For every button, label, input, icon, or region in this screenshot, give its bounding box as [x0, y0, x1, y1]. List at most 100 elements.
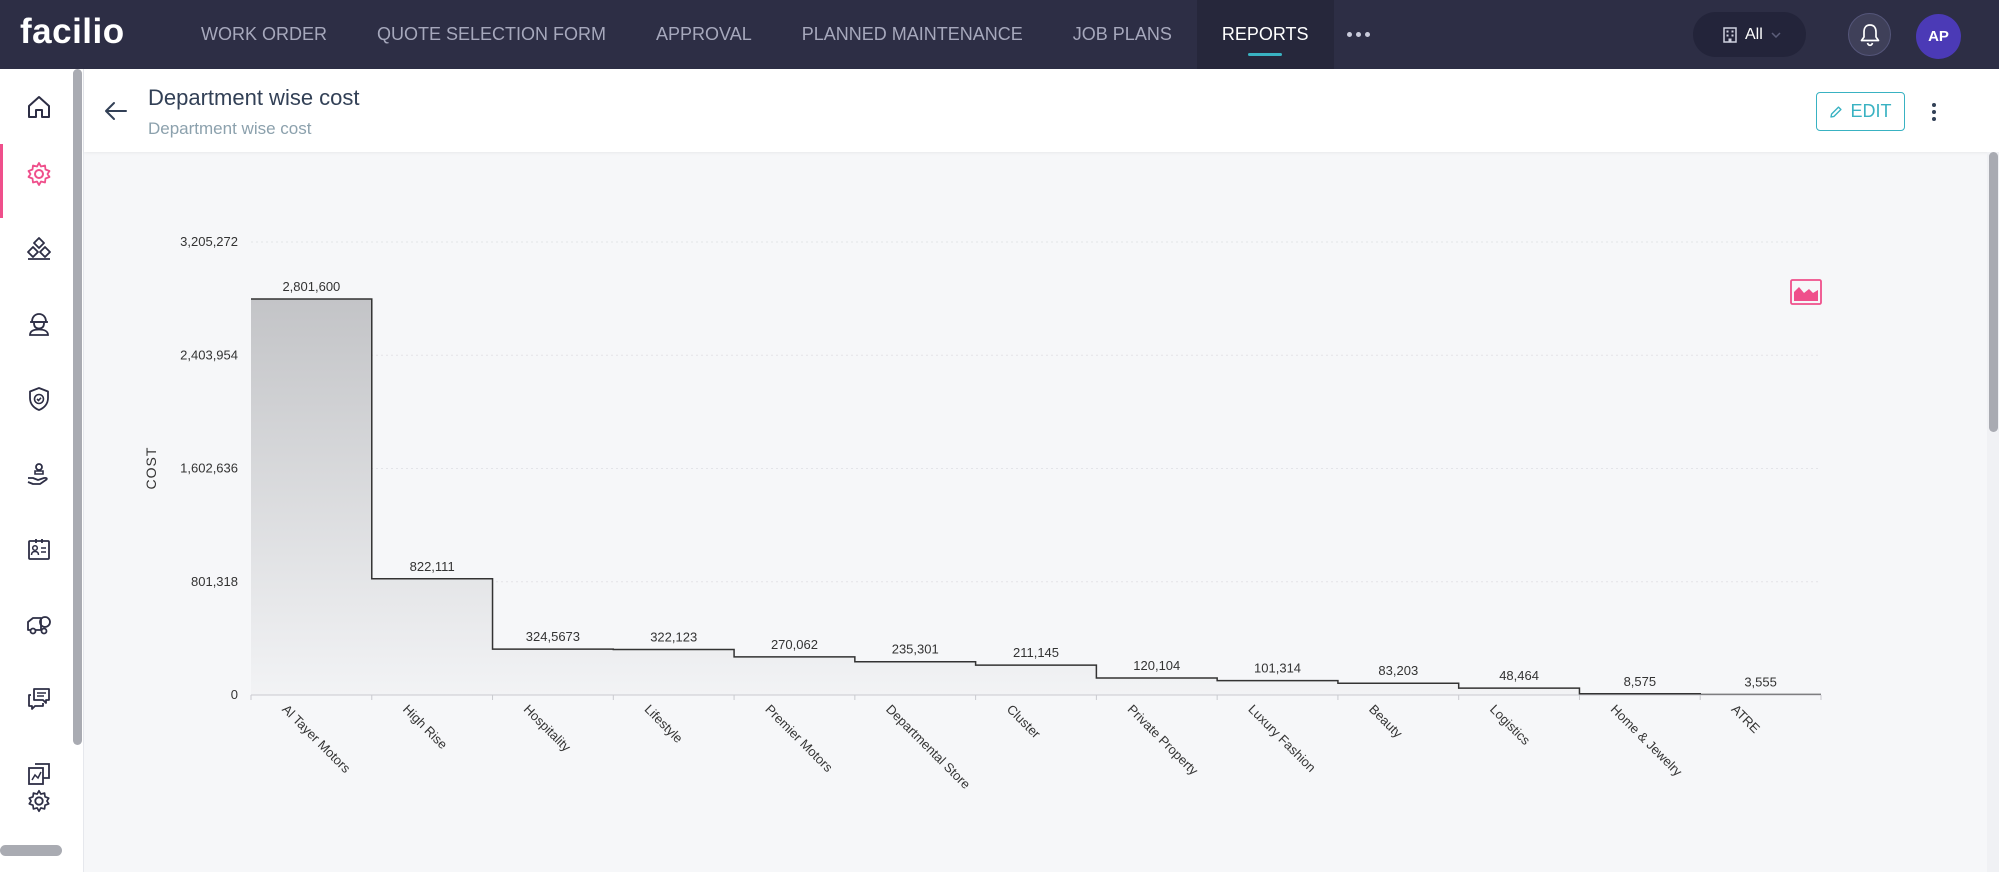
data-label: 83,203: [1378, 663, 1418, 678]
main-vertical-scrollbar[interactable]: [1987, 152, 1999, 872]
tab-reports[interactable]: REPORTS: [1196, 0, 1334, 69]
area-chart-icon: [1790, 279, 1822, 305]
site-filter-value: All: [1745, 25, 1763, 43]
data-point[interactable]: [251, 299, 372, 695]
settings-gear-icon: [28, 789, 50, 813]
vehicle-icon: [27, 616, 51, 635]
data-label: 120,104: [1133, 658, 1180, 673]
data-label: 101,314: [1254, 661, 1301, 676]
page-title: Department wise cost: [148, 85, 360, 110]
sidebar-item-services[interactable]: [0, 444, 78, 504]
x-tick-label: ATRE: [1728, 702, 1763, 737]
data-point[interactable]: [1459, 688, 1580, 695]
edit-button-label: EDIT: [1850, 101, 1892, 121]
contacts-card-icon: [28, 539, 50, 560]
data-point[interactable]: [372, 579, 493, 695]
data-point[interactable]: [855, 662, 976, 695]
x-tick-label: Private Property: [1125, 702, 1202, 779]
sidebar-item-contacts[interactable]: [0, 519, 78, 579]
data-point[interactable]: [734, 657, 855, 695]
assets-icon: [27, 237, 51, 260]
pencil-icon: [1830, 105, 1843, 118]
x-tick-label: Home & Jewelry: [1608, 702, 1686, 780]
service-hand-icon: [27, 463, 48, 485]
tab-planned-maintenance[interactable]: PLANNED MAINTENANCE: [801, 24, 1023, 44]
chart-step-line: [251, 298, 1821, 696]
data-point[interactable]: [1700, 694, 1821, 695]
data-label: 2,801,600: [282, 279, 340, 294]
y-tick-label: 801,318: [191, 574, 238, 589]
data-point[interactable]: [493, 649, 614, 695]
sidebar-vertical-scrollbar[interactable]: [73, 69, 82, 745]
notifications-button[interactable]: [1848, 13, 1891, 56]
sidebar-item-maintenance[interactable]: [0, 144, 78, 218]
tab-work-order[interactable]: WORK ORDER: [201, 24, 327, 44]
bell-icon: [1860, 23, 1879, 46]
sidebar-item-home[interactable]: [0, 77, 78, 137]
sidebar-item-assets[interactable]: [0, 219, 78, 279]
x-tick-label: Hospitality: [521, 702, 574, 755]
arrow-left-icon: [105, 102, 127, 120]
shield-check-icon: [29, 387, 49, 411]
top-navigation-bar: facilio WORK ORDER QUOTE SELECTION FORM …: [0, 0, 1999, 69]
chart-area-fill: [251, 299, 1821, 695]
reports-icon: [28, 763, 50, 785]
chart-type-toggle-button[interactable]: [1790, 279, 1824, 309]
data-point[interactable]: [1579, 694, 1700, 695]
technician-icon: [29, 313, 49, 336]
sidebar-item-fleet[interactable]: [0, 594, 78, 654]
data-label: 270,062: [771, 637, 818, 652]
more-options-icon[interactable]: [1924, 97, 1944, 127]
department-cost-chart: 0 801,318 1,602,636 2,403,954 3,205,272 COST A…: [143, 234, 1822, 792]
home-icon: [28, 96, 50, 118]
data-point[interactable]: [1338, 683, 1459, 695]
site-filter-dropdown[interactable]: All: [1693, 12, 1806, 57]
y-tick-label: 1,602,636: [180, 461, 238, 476]
data-point[interactable]: [1217, 681, 1338, 695]
ellipsis-icon[interactable]: [1334, 0, 1384, 69]
x-tick-label: Al Tayer Motors: [279, 702, 354, 777]
user-avatar[interactable]: AP: [1916, 14, 1961, 59]
data-label: 322,123: [650, 629, 697, 644]
left-sidebar: [0, 69, 84, 872]
y-tick-label: 2,403,954: [180, 347, 238, 362]
sidebar-item-technicians[interactable]: [0, 294, 78, 354]
sidebar-item-reports[interactable]: [0, 744, 78, 804]
data-point[interactable]: [1096, 678, 1217, 695]
y-axis-label: COST: [143, 447, 159, 490]
sidebar-item-messages[interactable]: [0, 669, 78, 729]
x-tick-label: Lifestyle: [642, 702, 686, 746]
data-label: 3,555: [1744, 674, 1777, 689]
data-point[interactable]: [976, 665, 1097, 695]
tab-approval[interactable]: APPROVAL: [656, 24, 752, 44]
x-tick-label: Beauty: [1366, 702, 1406, 742]
edit-button[interactable]: EDIT: [1816, 92, 1905, 131]
facilio-logo[interactable]: facilio: [20, 12, 125, 51]
data-label: 48,464: [1499, 668, 1539, 683]
y-tick-label: 0: [231, 687, 238, 702]
building-icon: [1723, 26, 1737, 43]
tab-quote-selection-form[interactable]: QUOTE SELECTION FORM: [377, 24, 607, 44]
data-label: 822,111: [410, 559, 455, 574]
chat-icon: [28, 688, 50, 710]
back-button[interactable]: [101, 96, 131, 126]
sidebar-horizontal-scrollbar[interactable]: [0, 845, 62, 856]
sidebar-item-settings[interactable]: [0, 776, 78, 826]
scrollbar-thumb[interactable]: [1989, 152, 1998, 432]
report-header: Department wise cost Department wise cos…: [84, 69, 1999, 152]
page-subtitle: Department wise cost: [148, 119, 312, 138]
x-tick-label: Cluster: [1004, 702, 1044, 742]
chevron-down-icon: [1771, 31, 1781, 38]
data-label: 235,301: [892, 642, 939, 657]
x-tick-label: Departmental Store: [883, 702, 973, 792]
data-label: 8,575: [1624, 674, 1657, 689]
sidebar-item-safety[interactable]: [0, 369, 78, 429]
x-tick-label: High Rise: [400, 702, 450, 752]
y-tick-label: 3,205,272: [180, 234, 238, 249]
data-label: 211,145: [1013, 645, 1059, 660]
maintenance-gear-icon: [27, 162, 51, 186]
tab-job-plans[interactable]: JOB PLANS: [1072, 24, 1172, 44]
data-point[interactable]: [613, 649, 734, 695]
x-tick-label: Luxury Fashion: [1245, 702, 1318, 775]
x-tick-label: Premier Motors: [762, 702, 836, 776]
